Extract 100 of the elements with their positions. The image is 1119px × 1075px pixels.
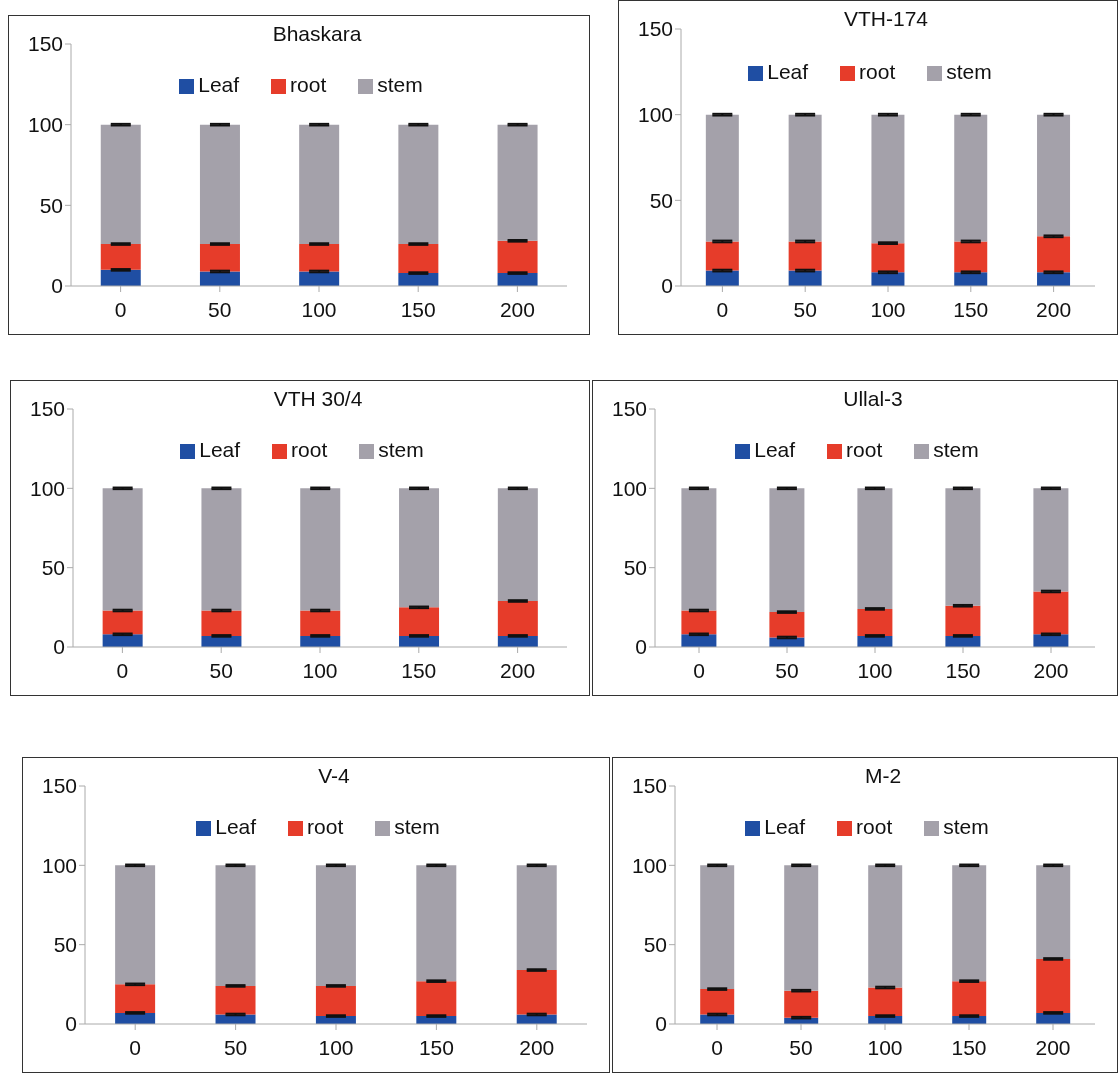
legend-label: stem bbox=[933, 437, 979, 461]
legend-label: stem bbox=[943, 814, 989, 838]
bar bbox=[700, 989, 735, 1015]
legend-label: Leaf bbox=[764, 814, 806, 838]
y-tick-label: 150 bbox=[27, 32, 63, 56]
chart-title: VTH 30/4 bbox=[272, 387, 364, 411]
bar bbox=[1033, 488, 1069, 592]
legend-label: root bbox=[856, 814, 893, 838]
bar bbox=[868, 865, 903, 988]
bar bbox=[1036, 958, 1071, 1013]
bar bbox=[398, 124, 439, 245]
bar bbox=[952, 865, 987, 982]
bar bbox=[497, 240, 538, 274]
x-tick-label: 200 bbox=[1036, 297, 1072, 321]
bar bbox=[416, 981, 457, 1017]
x-tick-label: 200 bbox=[500, 658, 536, 682]
bar bbox=[115, 865, 156, 985]
bar bbox=[100, 244, 141, 270]
bar bbox=[102, 634, 143, 647]
bar bbox=[871, 272, 905, 286]
bar bbox=[705, 270, 739, 286]
bar bbox=[399, 488, 440, 608]
bar bbox=[215, 865, 256, 986]
bar bbox=[945, 488, 981, 606]
legend-label: root bbox=[859, 59, 896, 83]
x-tick-label: 50 bbox=[209, 658, 233, 682]
bar bbox=[700, 865, 735, 990]
bar bbox=[215, 985, 256, 1015]
x-tick-label: 100 bbox=[318, 1035, 354, 1059]
x-tick-label: 50 bbox=[208, 297, 232, 321]
bar bbox=[199, 244, 240, 272]
bar bbox=[516, 970, 557, 1015]
bar bbox=[681, 488, 717, 611]
y-tick-label: 0 bbox=[655, 1012, 667, 1036]
bar bbox=[199, 271, 240, 286]
legend-label: stem bbox=[394, 814, 440, 838]
chart-title: Ullal-3 bbox=[842, 387, 904, 411]
bar bbox=[299, 124, 340, 245]
y-tick-label: 0 bbox=[661, 274, 673, 298]
x-tick-label: 50 bbox=[775, 658, 799, 682]
bar bbox=[300, 488, 341, 611]
legend-label: Leaf bbox=[215, 814, 257, 838]
bar bbox=[784, 990, 819, 1018]
bar bbox=[102, 610, 143, 635]
y-tick-label: 100 bbox=[637, 103, 673, 127]
bar bbox=[788, 114, 822, 242]
bar bbox=[100, 124, 141, 245]
bar bbox=[705, 241, 739, 271]
bar bbox=[954, 241, 988, 273]
x-tick-label: 50 bbox=[223, 1035, 248, 1059]
bar bbox=[516, 865, 557, 971]
bar bbox=[769, 612, 805, 638]
bar bbox=[315, 865, 356, 986]
bar bbox=[115, 984, 156, 1013]
y-tick-label: 0 bbox=[635, 635, 647, 659]
x-tick-label: 50 bbox=[793, 297, 817, 321]
x-tick-label: 150 bbox=[418, 1035, 454, 1059]
legend-label: Leaf bbox=[754, 437, 796, 461]
legend-label: root bbox=[846, 437, 883, 461]
y-tick-label: 150 bbox=[637, 17, 673, 41]
bar bbox=[1033, 591, 1069, 635]
legend-label: root bbox=[307, 814, 344, 838]
x-tick-label: 0 bbox=[129, 1035, 142, 1059]
x-tick-label: 0 bbox=[711, 1035, 723, 1059]
bar bbox=[681, 634, 717, 647]
bar bbox=[769, 488, 805, 613]
chart-title: M-2 bbox=[863, 764, 903, 788]
legend-label: Leaf bbox=[767, 59, 809, 83]
x-tick-label: 0 bbox=[116, 658, 129, 682]
bar bbox=[1037, 272, 1071, 286]
bar bbox=[857, 488, 893, 609]
bar bbox=[705, 114, 739, 242]
bar bbox=[201, 488, 242, 611]
bar bbox=[681, 610, 717, 635]
y-tick-label: 50 bbox=[623, 556, 647, 580]
x-tick-label: 100 bbox=[867, 1035, 903, 1059]
bar bbox=[954, 272, 988, 286]
bar bbox=[416, 865, 457, 982]
chart-title: V-4 bbox=[317, 764, 351, 788]
y-tick-label: 0 bbox=[53, 635, 65, 659]
x-tick-label: 200 bbox=[499, 297, 535, 321]
y-tick-label: 150 bbox=[631, 774, 667, 798]
x-tick-label: 150 bbox=[951, 1035, 987, 1059]
y-tick-label: 0 bbox=[65, 1012, 77, 1036]
y-tick-label: 50 bbox=[53, 933, 77, 957]
x-tick-label: 100 bbox=[301, 297, 337, 321]
x-tick-label: 50 bbox=[789, 1035, 813, 1059]
legend-label: root bbox=[291, 437, 328, 461]
bar bbox=[201, 610, 242, 636]
legend-label: stem bbox=[377, 73, 423, 97]
bar bbox=[497, 124, 538, 241]
x-tick-label: 150 bbox=[401, 658, 437, 682]
bar bbox=[868, 987, 903, 1017]
x-tick-label: 200 bbox=[519, 1035, 555, 1059]
bar bbox=[299, 271, 340, 286]
bar bbox=[299, 244, 340, 272]
y-tick-label: 150 bbox=[29, 397, 65, 421]
y-tick-label: 100 bbox=[27, 113, 63, 137]
x-tick-label: 0 bbox=[114, 297, 127, 321]
x-tick-label: 100 bbox=[857, 658, 893, 682]
